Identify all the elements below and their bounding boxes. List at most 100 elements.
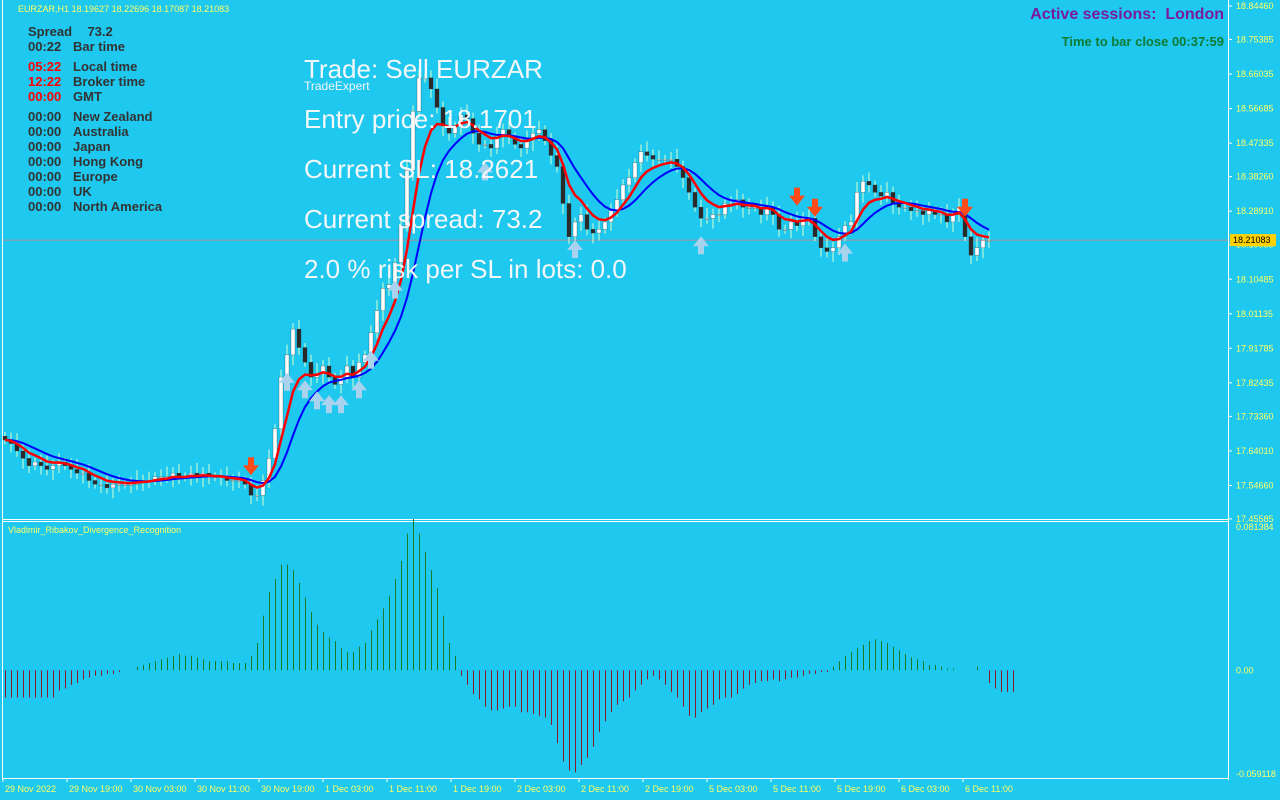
time-tick-label: 30 Nov 03:00 xyxy=(133,784,187,794)
spread-value: 73.2 xyxy=(87,24,113,39)
buy-arrow xyxy=(387,280,403,299)
candle-body xyxy=(104,484,110,489)
candle-body xyxy=(278,376,284,429)
candle-body xyxy=(626,177,632,186)
time-tick-label: 1 Dec 03:00 xyxy=(325,784,374,794)
candle-body xyxy=(482,144,488,146)
sell-arrow xyxy=(807,198,823,217)
price-tick-label: 17.64010 xyxy=(1236,446,1274,456)
market-name: North America xyxy=(73,199,163,214)
candle-body xyxy=(704,218,710,220)
price-tick-label: 18.01135 xyxy=(1236,309,1273,319)
buy-arrow xyxy=(279,372,295,391)
buy-arrow xyxy=(693,236,709,255)
candle-body xyxy=(254,495,260,497)
price-tick-label: 18.28910 xyxy=(1236,206,1274,216)
gmt-row: 00:00 GMT xyxy=(28,89,102,104)
market-time: 00:00 xyxy=(28,169,62,184)
market-row: 00:00 UK xyxy=(28,184,92,199)
time-tick-label: 5 Dec 03:00 xyxy=(709,784,758,794)
candle-body xyxy=(596,229,602,234)
spread-label: Spread xyxy=(28,24,73,39)
candle-body xyxy=(116,484,122,486)
time-tick-label: 6 Dec 03:00 xyxy=(901,784,950,794)
candle-body xyxy=(638,151,644,163)
candle-body xyxy=(500,129,506,138)
candle-body xyxy=(38,461,44,466)
candle-body xyxy=(398,225,404,263)
candle-body xyxy=(74,469,80,474)
buy-arrow xyxy=(567,239,583,258)
market-time: 00:00 xyxy=(28,199,62,214)
candle-body xyxy=(722,203,728,215)
sell-arrow xyxy=(957,198,973,217)
price-tick-label: 18.66035 xyxy=(1236,69,1274,79)
market-name: Hong Kong xyxy=(73,154,144,169)
trade-expert-label: TradeExpert xyxy=(304,79,370,93)
candle-body xyxy=(644,151,650,156)
market-time: 00:00 xyxy=(28,184,62,199)
gmt-label: GMT xyxy=(73,89,102,104)
candle-body xyxy=(650,155,656,160)
candle-body xyxy=(32,461,38,466)
local-time-row: 05:22 Local time xyxy=(28,59,137,74)
gmt-value: 00:00 xyxy=(28,89,62,104)
candle-body xyxy=(122,484,128,486)
candle-body xyxy=(290,328,296,356)
candle-body xyxy=(548,140,554,156)
ohlc-values: 18.19627 18.22696 18.17087 18.21083 xyxy=(71,4,230,14)
buy-arrow xyxy=(297,380,313,399)
candle-body xyxy=(380,288,386,311)
time-tick-label: 1 Dec 19:00 xyxy=(453,784,502,794)
current-sl: Current SL: 18.2621 xyxy=(304,154,539,184)
current-spread: Current spread: 73.2 xyxy=(304,204,543,234)
candle-body xyxy=(302,347,308,363)
price-tick-label: 18.56685 xyxy=(1236,104,1274,114)
price-tick-label: 17.91785 xyxy=(1236,343,1274,353)
broker-time-label: Broker time xyxy=(73,74,146,89)
active-session-value: London xyxy=(1165,6,1224,23)
candle-body xyxy=(20,450,26,459)
market-name: New Zealand xyxy=(73,109,153,124)
candle-body xyxy=(920,210,926,215)
candle-body xyxy=(686,177,692,193)
candle-body xyxy=(668,158,674,161)
candle-body xyxy=(554,155,560,167)
time-tick-label: 2 Dec 11:00 xyxy=(581,784,629,794)
market-row: 00:00 Australia xyxy=(28,124,129,139)
price-tick-label: 18.84460 xyxy=(1236,1,1274,11)
candle-body xyxy=(422,77,428,80)
candle-body xyxy=(914,210,920,213)
candle-body xyxy=(110,484,116,489)
price-tick-label: 17.82435 xyxy=(1236,378,1274,388)
symbol-label: EURZAR,H1 xyxy=(18,4,70,14)
local-time-value: 05:22 xyxy=(28,59,62,74)
fast-ma-line xyxy=(4,120,990,489)
local-time-label: Local time xyxy=(73,59,138,74)
current-price-box xyxy=(1230,234,1276,247)
time-tick-label: 29 Nov 2022 xyxy=(5,784,56,794)
buy-arrow xyxy=(351,380,367,399)
bar-close-label: Time to bar close xyxy=(1061,34,1169,49)
bar-time-value: 00:22 xyxy=(28,39,62,54)
bar-time-label: Bar time xyxy=(73,39,126,54)
candle-body xyxy=(410,110,416,171)
market-time: 00:00 xyxy=(28,154,62,169)
indicator-name: Vladimir_Ribakov_Divergence_Recognition xyxy=(8,525,182,535)
market-name: Japan xyxy=(73,139,111,154)
candle-body xyxy=(860,181,866,193)
candle-body xyxy=(296,328,302,348)
time-tick-label: 30 Nov 11:00 xyxy=(197,784,250,794)
candle-body xyxy=(590,229,596,234)
market-row: 00:00 Japan xyxy=(28,139,111,154)
time-tick-label: 5 Dec 11:00 xyxy=(773,784,821,794)
candle-body xyxy=(80,472,86,475)
buy-arrow xyxy=(321,395,337,414)
candle-body xyxy=(566,203,572,237)
broker-time-row: 12:22 Broker time xyxy=(28,74,145,89)
candle-body xyxy=(578,214,584,223)
candle-body xyxy=(92,480,98,485)
candle-body xyxy=(662,158,668,161)
candle-body xyxy=(986,240,992,242)
